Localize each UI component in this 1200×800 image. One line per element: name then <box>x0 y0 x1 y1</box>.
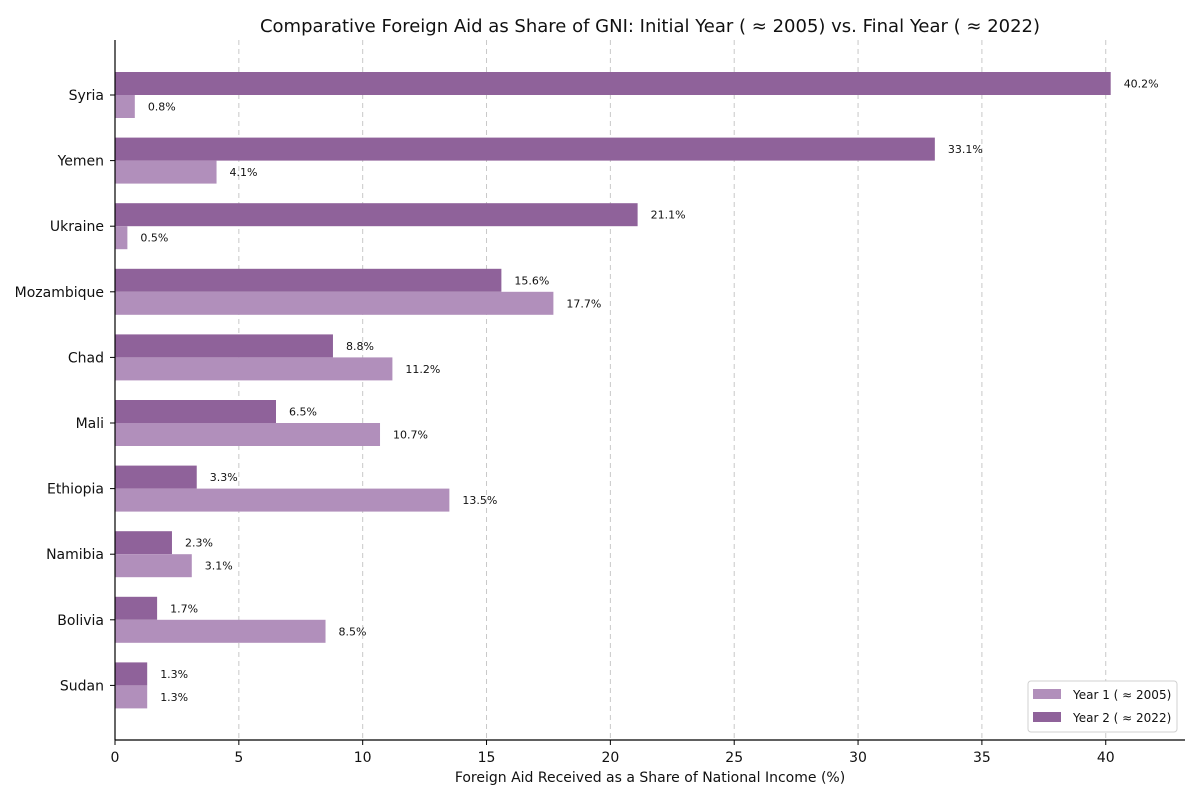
legend: Year 1 ( ≈ 2005) Year 2 ( ≈ 2022) <box>1027 680 1178 733</box>
bar-year2 <box>115 334 333 358</box>
bar-year2 <box>115 596 158 620</box>
x-tick-label: 35 <box>973 750 991 766</box>
data-label-year1: 13.5% <box>462 494 497 507</box>
data-label-year1: 3.1% <box>205 560 233 573</box>
category-label: Namibia <box>46 547 104 563</box>
x-tick-label: 25 <box>725 750 743 766</box>
bar-year1 <box>115 95 135 118</box>
x-tick-label: 20 <box>601 750 619 766</box>
category-label: Ethiopia <box>47 482 104 498</box>
legend-label: Year 1 ( ≈ 2005) <box>1072 688 1171 702</box>
bars <box>115 72 1111 709</box>
bar-year1 <box>115 291 554 315</box>
data-label-year2: 21.1% <box>651 209 686 222</box>
category-label: Yemen <box>57 154 104 170</box>
bar-year1 <box>115 488 450 512</box>
category-label: Chad <box>68 350 104 366</box>
data-label-year2: 8.8% <box>346 340 374 353</box>
y-ticks: Syria Yemen Ukraine Mozambique Chad Mali Ethio… <box>15 88 115 694</box>
data-label-year1: 0.5% <box>140 232 168 245</box>
legend-swatch <box>1033 712 1061 722</box>
x-axis-label: Foreign Aid Received as a Share of Natio… <box>455 770 845 786</box>
bar-year1 <box>115 423 381 446</box>
bar-year1 <box>115 619 326 643</box>
bar-year1 <box>115 357 393 381</box>
data-label-year1: 0.8% <box>148 101 176 114</box>
bar-year2 <box>115 531 172 555</box>
data-label-year1: 1.3% <box>160 691 188 704</box>
x-tick-label: 10 <box>354 750 372 766</box>
category-label: Sudan <box>60 678 104 694</box>
data-label-year2: 3.3% <box>210 471 238 484</box>
x-tick-label: 0 <box>111 750 120 766</box>
data-label-year2: 2.3% <box>185 537 213 550</box>
bar-year2 <box>115 400 276 423</box>
x-ticks: 0 5 10 15 20 25 30 35 40 <box>111 740 1115 766</box>
x-tick-label: 40 <box>1097 750 1115 766</box>
axes <box>114 40 1185 741</box>
x-tick-label: 30 <box>849 750 867 766</box>
category-label: Syria <box>69 88 104 104</box>
category-label: Mozambique <box>15 285 104 301</box>
bar-year2 <box>115 137 935 161</box>
category-label: Ukraine <box>50 219 104 235</box>
bar-year1 <box>115 554 192 578</box>
x-tick-label: 15 <box>478 750 496 766</box>
category-label: Mali <box>76 416 104 432</box>
data-label-year2: 33.1% <box>948 143 983 156</box>
legend-swatch <box>1033 689 1061 699</box>
category-label: Bolivia <box>57 613 104 629</box>
data-label-year1: 17.7% <box>566 297 601 310</box>
data-label-year2: 40.2% <box>1124 78 1159 91</box>
x-tick-label: 5 <box>234 750 243 766</box>
bar-year2 <box>115 662 148 686</box>
legend-box <box>1027 680 1178 733</box>
data-label-year1: 11.2% <box>405 363 440 376</box>
bar-year2 <box>115 465 197 489</box>
bar-year2 <box>115 268 502 292</box>
data-label-year1: 4.1% <box>230 166 258 179</box>
legend-label: Year 2 ( ≈ 2022) <box>1072 711 1171 725</box>
chart-title: Comparative Foreign Aid as Share of GNI:… <box>260 16 1040 37</box>
data-label-year1: 8.5% <box>339 625 367 638</box>
data-label-year2: 1.3% <box>160 668 188 681</box>
bar-year1 <box>115 685 148 709</box>
data-label-year2: 6.5% <box>289 406 317 419</box>
bar-year2 <box>115 203 638 227</box>
data-label-year2: 1.7% <box>170 602 198 615</box>
data-label-year1: 10.7% <box>393 429 428 442</box>
bar-year1 <box>115 226 128 250</box>
bar-year1 <box>115 160 217 184</box>
bar-year2 <box>115 72 1111 95</box>
data-label-year2: 15.6% <box>514 274 549 287</box>
data-labels: 40.2% 0.8% 33.1% 4.1% 21.1% 0.5% 15.6% 17.7% 8.8… <box>140 78 1158 704</box>
